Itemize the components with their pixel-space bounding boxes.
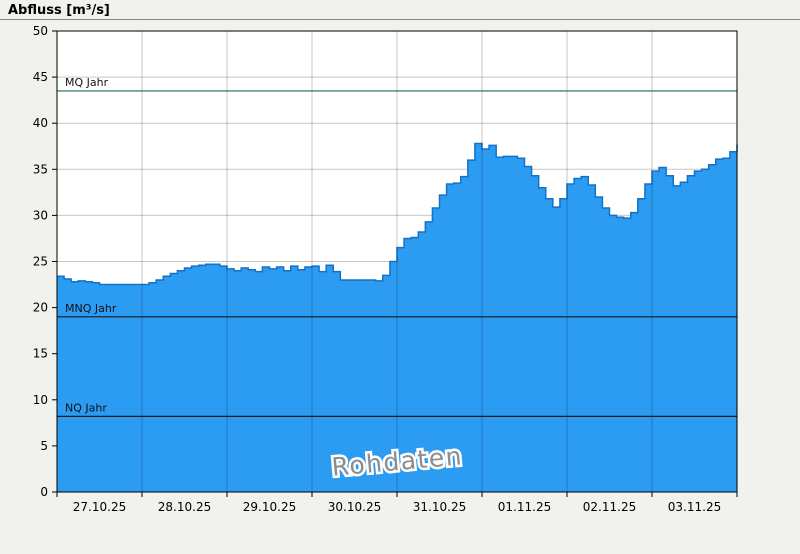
- x-tick-label: 01.11.25: [498, 500, 551, 514]
- y-tick-label: 10: [33, 393, 48, 407]
- y-tick-label: 30: [33, 208, 48, 222]
- chart-area-series: [56, 142, 738, 493]
- y-tick-label: 25: [33, 255, 48, 269]
- x-tick-label: 31.10.25: [413, 500, 466, 514]
- y-tick-label: 50: [33, 24, 48, 38]
- x-tick-label: 02.11.25: [583, 500, 636, 514]
- y-tick-label: 35: [33, 162, 48, 176]
- chart-day-gridlines: [141, 31, 653, 492]
- x-tick-label: 30.10.25: [328, 500, 381, 514]
- y-tick-label: 15: [33, 347, 48, 361]
- area-outline: [56, 142, 738, 286]
- x-tick-label: 29.10.25: [243, 500, 296, 514]
- reference-line-label: MQ Jahr: [65, 76, 109, 89]
- y-tick-label: 45: [33, 70, 48, 84]
- x-tick-label: 03.11.25: [668, 500, 721, 514]
- x-tick-label: 28.10.25: [158, 500, 211, 514]
- area-fill: [57, 143, 737, 493]
- y-tick-label: 40: [33, 116, 48, 130]
- reference-line-label: MNQ Jahr: [65, 302, 117, 315]
- page-title: Abfluss [m³/s]: [8, 3, 110, 18]
- y-tick-label: 20: [33, 301, 48, 315]
- y-tick-label: 0: [40, 485, 48, 499]
- chart-reference-lines: MQ Jahr MNQ Jahr NQ Jahr: [57, 76, 737, 417]
- reference-line-label: NQ Jahr: [65, 401, 107, 414]
- y-tick-label: 5: [40, 439, 48, 453]
- x-tick-label: 27.10.25: [73, 500, 126, 514]
- chart-axes: 0 5 10 15 20 25 30 35 40 45 50 27.10.25 28.10.25 29.1…: [33, 24, 738, 514]
